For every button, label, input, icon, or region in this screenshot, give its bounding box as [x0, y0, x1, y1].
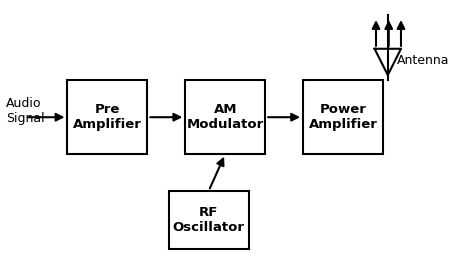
Text: Antenna: Antenna — [397, 54, 449, 67]
Bar — [67, 80, 147, 154]
Text: Audio
Signal: Audio Signal — [6, 97, 45, 126]
Text: Pre
Amplifier: Pre Amplifier — [73, 103, 142, 131]
Text: RF
Oscillator: RF Oscillator — [173, 206, 245, 234]
Text: AM
Modulator: AM Modulator — [187, 103, 264, 131]
Bar — [169, 191, 249, 249]
Bar — [303, 80, 383, 154]
Bar — [185, 80, 265, 154]
Text: Power
Amplifier: Power Amplifier — [309, 103, 377, 131]
